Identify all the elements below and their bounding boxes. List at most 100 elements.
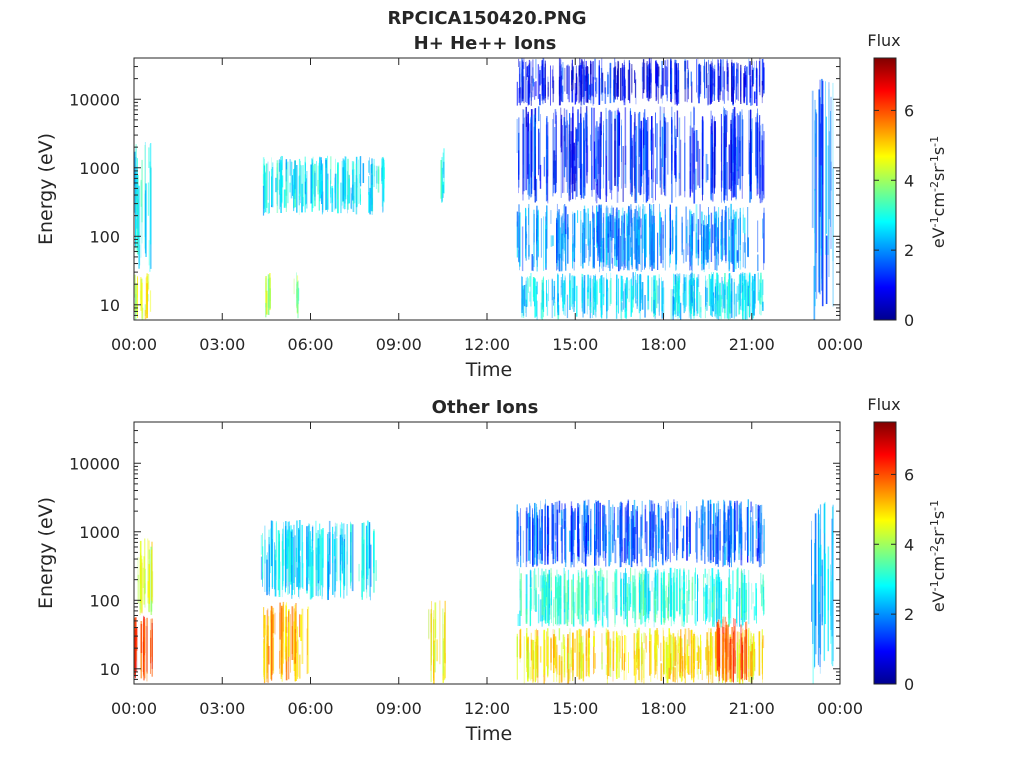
flux-streak (723, 594, 725, 623)
flux-streak (740, 633, 742, 671)
flux-streak (608, 531, 610, 567)
flux-streak (560, 286, 562, 298)
flux-streak (716, 608, 718, 627)
flux-streak (668, 587, 669, 611)
flux-streak (575, 73, 578, 96)
flux-streak (551, 69, 553, 89)
flux-streak (677, 661, 678, 683)
flux-streak (689, 136, 691, 198)
flux-streak (731, 219, 734, 264)
flux-streak (306, 526, 308, 591)
flux-streak (762, 301, 764, 311)
flux-streak (662, 68, 664, 96)
flux-streak (564, 527, 567, 567)
flux-streak (734, 107, 736, 185)
flux-streak (700, 505, 703, 561)
flux-streak (279, 612, 281, 674)
flux-streak (563, 108, 566, 142)
flux-streak (539, 575, 542, 592)
flux-streak (694, 636, 696, 661)
flux-streak (715, 286, 717, 315)
flux-streak (698, 647, 701, 663)
flux-streak (763, 586, 765, 605)
x-tick-label: 00:00 (817, 699, 863, 718)
flux-region (293, 272, 300, 319)
flux-streak (271, 167, 274, 207)
x-tick-label: 12:00 (464, 335, 510, 354)
flux-streak (575, 177, 576, 200)
flux-streak (281, 178, 283, 204)
flux-streak (151, 629, 153, 662)
flux-streak (727, 624, 729, 673)
flux-streak (657, 232, 659, 270)
flux-streak (677, 643, 679, 653)
flux-streak (718, 627, 720, 667)
flux-streak (576, 285, 578, 317)
flux-streak (661, 277, 662, 312)
flux-streak (534, 589, 536, 606)
flux-streak (738, 653, 741, 684)
flux-streak (535, 286, 537, 317)
flux-streak (711, 568, 714, 603)
flux-streak (150, 143, 152, 245)
flux-streak (608, 500, 610, 535)
flux-streak (563, 509, 565, 529)
flux-streak (615, 569, 617, 602)
flux-streak (722, 90, 724, 100)
flux-streak (618, 278, 619, 314)
flux-streak (526, 73, 528, 103)
flux-streak (655, 168, 656, 201)
flux-streak (674, 281, 676, 310)
flux-streak (581, 642, 584, 659)
flux-streak (558, 586, 560, 616)
flux-streak (667, 534, 670, 559)
flux-streak (742, 276, 744, 312)
colorbar-gradient (873, 421, 897, 685)
flux-streak (547, 81, 550, 97)
flux-streak (715, 661, 717, 672)
flux-streak (283, 522, 284, 581)
flux-streak (595, 125, 596, 202)
flux-streak (293, 621, 295, 671)
flux-streak (345, 173, 347, 209)
flux-streak (306, 628, 308, 675)
flux-streak (591, 278, 594, 318)
flux-streak (708, 59, 709, 74)
flux-streak (282, 604, 284, 664)
flux-streak (545, 606, 547, 621)
flux-streak (684, 61, 687, 102)
flux-streak (634, 586, 637, 620)
x-axis: 00:00 03:00 06:00 09:00 12:00 15:00 18:00 21:00… (111, 58, 863, 381)
flux-streak (285, 626, 287, 650)
flux-streak (739, 111, 741, 191)
flux-streak (687, 69, 689, 89)
flux-streak (597, 126, 600, 198)
flux-streak (646, 131, 649, 202)
flux-streak (621, 119, 622, 189)
flux-streak (281, 533, 283, 598)
flux-streak (636, 300, 638, 309)
flux-streak (287, 536, 289, 595)
flux-streak (276, 160, 279, 191)
flux-streak (137, 557, 139, 583)
flux-streak (307, 606, 310, 674)
flux-streak (289, 182, 291, 193)
flux-streak (532, 278, 535, 302)
flux-streak (691, 127, 694, 193)
flux-streak (547, 628, 549, 674)
flux-streak (706, 605, 708, 615)
flux-streak (137, 277, 138, 318)
flux-streak (554, 157, 556, 185)
flux-streak (570, 117, 572, 185)
flux-streak (631, 114, 632, 160)
flux-streak (666, 658, 669, 684)
flux-streak (674, 636, 677, 666)
flux-streak (644, 648, 646, 660)
flux-streak (143, 628, 145, 672)
flux-streak (687, 219, 689, 246)
flux-streak (731, 627, 733, 644)
flux-streak (724, 624, 726, 669)
flux-streak (696, 279, 699, 314)
flux-streak (677, 633, 679, 651)
flux-streak (727, 63, 729, 101)
